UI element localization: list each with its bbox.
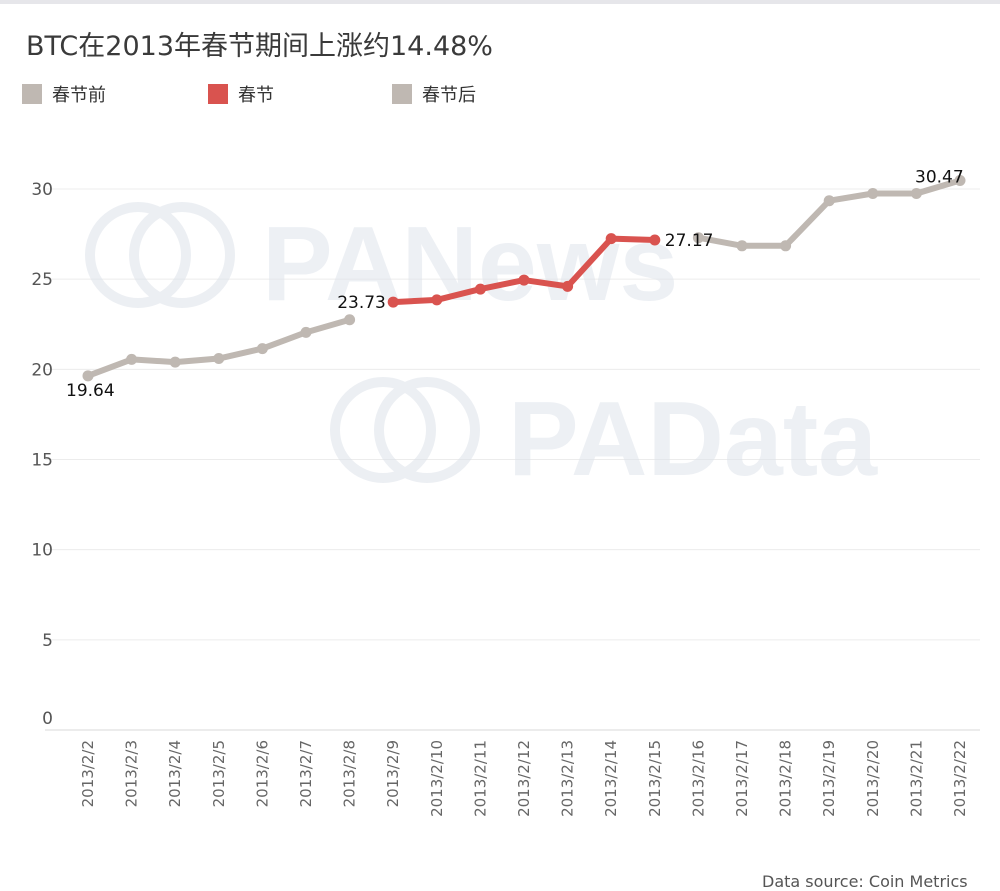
y-tick-label: 30	[31, 180, 53, 200]
x-tick-label: 2013/2/21	[907, 740, 925, 817]
legend-label-before: 春节前	[52, 85, 106, 106]
data-labels: 19.64 23.73 27.17 30.47	[66, 168, 964, 401]
data-point	[649, 234, 661, 246]
legend-label-after: 春节后	[422, 85, 476, 106]
data-point	[692, 232, 704, 244]
x-tick-label: 2013/2/3	[123, 740, 141, 807]
x-tick-label: 2013/2/14	[602, 740, 620, 817]
x-tick-label: 2013/2/10	[428, 740, 446, 817]
y-tick-label: 5	[42, 631, 53, 651]
series	[82, 175, 966, 382]
legend: 春节前 春节 春节后	[0, 80, 1000, 108]
data-point	[387, 296, 399, 308]
data-point	[605, 233, 617, 245]
legend-item-after: 春节后	[392, 80, 476, 108]
axes: 0 5 10 15 20 25 30 2013/2/2 2013/2/3 2013/2/4 2013…	[31, 180, 980, 817]
data-point	[256, 343, 268, 355]
data-point	[431, 294, 443, 306]
x-tick-label: 2013/2/11	[471, 740, 489, 817]
legend-swatch-before	[22, 84, 42, 104]
x-tick-label: 2013/2/17	[733, 740, 751, 817]
data-point	[213, 353, 225, 365]
legend-label-festival: 春节	[238, 85, 274, 106]
data-point	[126, 353, 138, 365]
legend-item-before: 春节前	[22, 80, 106, 108]
x-tick-label: 2013/2/20	[864, 740, 882, 817]
data-point	[823, 195, 835, 207]
data-label: 30.47	[915, 168, 964, 188]
data-point	[300, 326, 312, 338]
x-tick-label: 2013/2/18	[777, 740, 795, 817]
panews-logo-icon	[85, 202, 235, 308]
data-point	[518, 274, 530, 286]
x-tick-label: 2013/2/2	[79, 740, 97, 807]
x-tick-label: 2013/2/8	[341, 740, 359, 807]
x-tick-label: 2013/2/6	[253, 740, 271, 807]
data-point	[82, 370, 94, 382]
x-tick-label: 2013/2/12	[515, 740, 533, 817]
x-tick-label: 2013/2/19	[820, 740, 838, 817]
series-line	[85, 316, 353, 379]
legend-item-festival: 春节	[208, 80, 274, 108]
x-tick-label: 2013/2/13	[559, 740, 577, 817]
data-point	[867, 188, 879, 200]
y-tick-label: 15	[31, 451, 53, 471]
chart-title: BTC在2013年春节期间上涨约14.48%	[26, 31, 493, 62]
data-label: 23.73	[337, 293, 386, 313]
legend-swatch-after	[392, 84, 412, 104]
data-source: Data source: Coin Metrics	[762, 872, 968, 891]
legend-swatch-festival	[208, 84, 228, 104]
data-point	[954, 175, 966, 187]
watermark-text-padata: PAData	[508, 380, 878, 498]
x-tick-label: 2013/2/16	[689, 740, 707, 817]
padata-logo-icon	[330, 377, 480, 483]
data-point	[736, 240, 748, 252]
watermark: PANews PAData	[85, 202, 878, 498]
data-point	[474, 283, 486, 295]
x-tick-label: 2013/2/4	[166, 740, 184, 807]
data-label: 27.17	[665, 231, 714, 251]
x-tick-label: 2013/2/15	[646, 740, 664, 817]
y-tick-label: 20	[31, 360, 53, 380]
data-label: 19.64	[66, 381, 115, 401]
y-tick-label: 25	[31, 270, 53, 290]
x-tick-label: 2013/2/7	[297, 740, 315, 807]
gridlines	[45, 188, 980, 641]
y-tick-label: 0	[42, 709, 53, 729]
data-point	[344, 314, 356, 326]
watermark-text-panews: PANews	[262, 205, 678, 323]
x-tick-label: 2013/2/5	[210, 740, 228, 807]
x-tick-label: 2013/2/9	[384, 740, 402, 807]
y-tick-label: 10	[31, 541, 53, 561]
data-point	[562, 280, 574, 292]
data-point	[169, 356, 181, 368]
top-strip	[0, 0, 1000, 4]
x-tick-label: 2013/2/22	[951, 740, 969, 817]
data-point	[780, 240, 792, 252]
data-point	[910, 188, 922, 200]
